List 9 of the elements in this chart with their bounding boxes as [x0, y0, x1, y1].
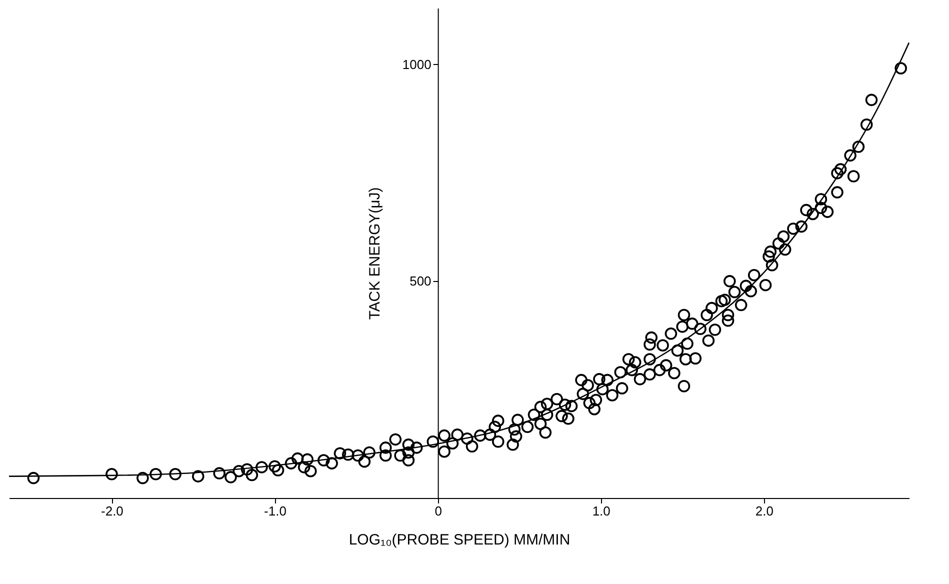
y-tick-label: 1000: [402, 56, 432, 72]
x-tick-label: -2.0: [101, 504, 124, 518]
x-tick-label: -1.0: [264, 504, 286, 518]
x-axis-title: LOG₁₀(PROBE SPEED) MM/MIN: [348, 532, 570, 548]
x-tick-label: 0: [434, 504, 442, 518]
x-tick-label: 1.0: [592, 504, 610, 518]
x-tick-label: 2.0: [755, 504, 774, 518]
y-axis-title: TACK ENERGY(μJ): [366, 187, 384, 320]
y-tick-label: 500: [410, 274, 432, 289]
